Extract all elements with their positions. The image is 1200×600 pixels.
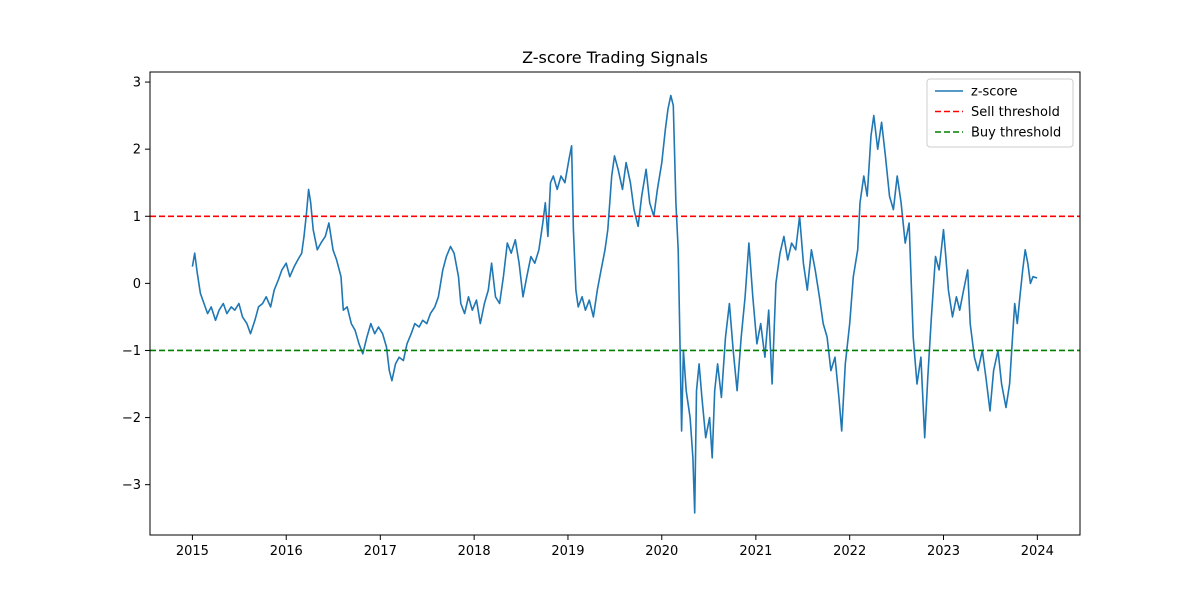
legend-items: z-score Sell threshold Buy threshold — [935, 85, 1061, 141]
x-tick-label: 2022 — [833, 544, 866, 559]
x-tick-label: 2024 — [1021, 544, 1054, 559]
x-axis: 2015 2016 2017 2018 2019 2020 2021 2022 2023 2024 — [176, 535, 1054, 559]
legend: z-score Sell threshold Buy threshold — [926, 78, 1074, 148]
y-tick-label: 3 — [133, 76, 141, 91]
series-layer — [150, 94, 1080, 514]
y-tick-label: 1 — [133, 210, 141, 225]
x-tick-label: 2018 — [458, 544, 491, 559]
plot-area — [149, 71, 1081, 536]
x-tick-label: 2023 — [927, 544, 960, 559]
x-tick-label: 2021 — [739, 544, 772, 559]
x-tick-label: 2020 — [645, 544, 678, 559]
legend-label: Buy threshold — [971, 126, 1061, 141]
x-tick-label: 2019 — [551, 544, 584, 559]
zscore-line — [191, 94, 1038, 514]
legend-label: z-score — [971, 85, 1017, 100]
chart-title: Z-score Trading Signals — [522, 48, 708, 67]
x-tick-label: 2015 — [176, 544, 209, 559]
legend-box — [926, 78, 1074, 148]
y-axis: 3 2 1 0 −1 −2 −3 — [122, 76, 150, 493]
legend-label: Sell threshold — [971, 105, 1060, 120]
y-tick-label: 0 — [133, 277, 141, 292]
y-tick-label: −1 — [122, 344, 141, 359]
y-tick-label: −2 — [122, 411, 141, 426]
x-tick-label: 2017 — [364, 544, 397, 559]
y-tick-label: 2 — [133, 143, 141, 158]
x-tick-label: 2016 — [270, 544, 303, 559]
plot-frame — [149, 71, 1081, 536]
y-tick-label: −3 — [122, 478, 141, 493]
